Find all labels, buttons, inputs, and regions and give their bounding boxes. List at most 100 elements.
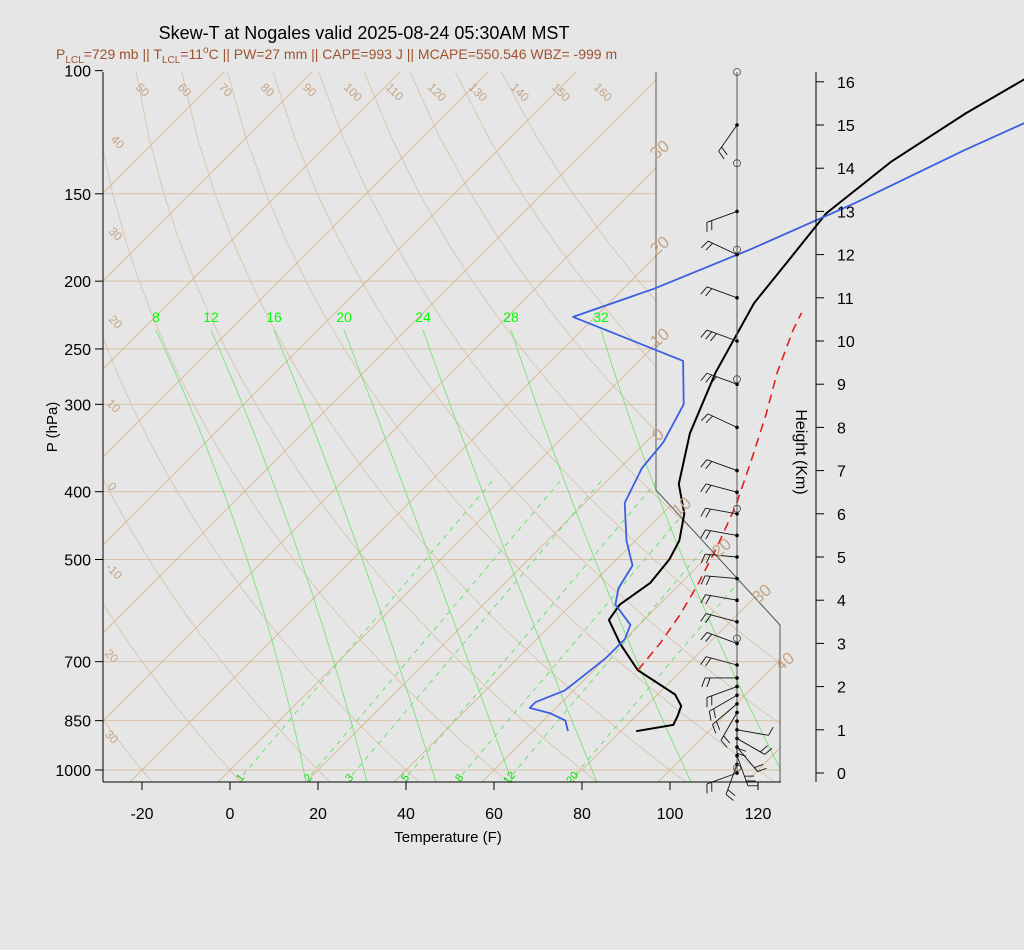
wet-adiabat-lines: 8 12 16 20 24 28 32: [152, 309, 781, 782]
x-tick-label: 60: [485, 806, 503, 823]
wind-barb-flag: [700, 554, 706, 564]
wind-calm-circle: [733, 245, 741, 254]
wind-barb-flag: [720, 739, 728, 748]
wind-barb-flag: [715, 721, 721, 731]
wind-barb-staff: [705, 529, 738, 536]
y-axis-ticks: 100 150 200 250 300 400 500 700 850 1000: [55, 64, 103, 780]
wind-barb-flag: [725, 794, 734, 801]
wind-barb-flag: [705, 633, 713, 642]
dry-adiabat-40: [103, 72, 423, 782]
wind-barb-staff: [720, 712, 738, 741]
wind-barb-staff: [706, 632, 738, 644]
mixing-label: 3: [343, 772, 356, 784]
sounding-profiles: [528, 78, 1024, 733]
wind-calm-circle: [733, 504, 741, 513]
isotherm-180: [1007, 39, 1024, 785]
height-tick-label: 3: [837, 636, 846, 653]
wind-barb-staff: [718, 124, 738, 152]
parcel-profile: [637, 312, 803, 671]
wind-barb-flag: [705, 242, 713, 251]
wind-barb-staff: [736, 746, 758, 772]
height-tick-label: 0: [837, 766, 846, 783]
wind-barb-flag: [721, 146, 728, 156]
height-tick-label: 14: [837, 161, 855, 178]
wind-barb-flag: [768, 726, 774, 736]
wind-barb-flag: [705, 484, 712, 494]
wind-barb-flag: [700, 656, 707, 665]
wind-barb-staff: [705, 553, 738, 558]
wind-barb-flag: [705, 374, 713, 383]
wind-barb-flag: [705, 554, 711, 564]
wind-barb-staff: [736, 729, 769, 736]
isobar-lines: [103, 193, 781, 771]
dry-adiabat-200: [408, 72, 781, 782]
wind-level-dot: [735, 468, 739, 473]
isotherm--100: [103, 72, 522, 782]
mixing-label: 1: [234, 772, 247, 784]
x-tick-label: 120: [745, 806, 772, 823]
dry-adiabat-80: [135, 72, 601, 782]
mixing-label: 8: [453, 772, 466, 784]
wet-adiabat-label: 8: [152, 309, 160, 325]
mixing-label: 5: [399, 772, 412, 784]
wind-barb-flag: [700, 508, 706, 517]
wind-barb-staff: [706, 329, 738, 342]
wind-barb-flag: [700, 286, 708, 295]
wind-barb-flag: [700, 613, 707, 622]
height-tick-label: 13: [837, 204, 855, 221]
wind-barb-staff: [705, 575, 738, 580]
wind-barb-staff: [725, 764, 738, 795]
wind-barb-flag: [710, 333, 717, 342]
wind-barb-flag: [700, 329, 708, 338]
y-tick-label: 850: [64, 714, 91, 731]
dry-adiabat--20: [103, 72, 155, 782]
x-tick-label: 20: [309, 806, 327, 823]
wet-adiabat-12: [210, 329, 368, 782]
wind-barb-flag: [710, 376, 717, 385]
wet-adiabat-28: [510, 329, 692, 782]
chart-title: Skew-T at Nogales valid 2025-08-24 05:30…: [159, 23, 570, 43]
y-tick-label: 250: [64, 342, 91, 359]
isotherm-140: [831, 39, 1024, 785]
wind-barb-staff: [705, 594, 738, 601]
y-tick-label: 1000: [55, 763, 91, 780]
wind-barb-staff: [706, 459, 738, 472]
dry-adiabat-120: [226, 72, 780, 782]
wet-adiabat-label: 32: [593, 309, 609, 325]
isotherm--60: [103, 72, 698, 782]
wet-adiabat-16: [273, 329, 437, 782]
wind-barb-flag: [700, 575, 706, 585]
wind-calm-circle: [733, 764, 741, 772]
wind-barb-staff: [706, 372, 738, 385]
y-tick-label: 100: [64, 64, 91, 81]
isotherm--160: [103, 72, 258, 782]
wet-adiabat-32: [600, 329, 781, 782]
plot-area: [103, 72, 781, 782]
mixing-line-20: [574, 479, 781, 776]
x-tick-label: 100: [657, 806, 684, 823]
isotherm-160: [919, 39, 1024, 785]
wet-adiabat-label: 28: [503, 309, 519, 325]
wind-barb-flag: [700, 529, 706, 539]
wind-barb-staff: [707, 240, 738, 256]
height-tick-label: 4: [837, 593, 846, 610]
wind-barb-flag: [727, 789, 736, 797]
wind-barb-flag: [705, 595, 711, 605]
wind-barb-flag: [736, 752, 747, 757]
y-tick-label: 700: [64, 655, 91, 672]
wind-barb-flag: [705, 530, 711, 540]
wind-barb-flag: [700, 594, 706, 604]
isotherm--80: [103, 72, 610, 782]
x-axis-ticks: -20 0 20 40 60 80 100 120: [130, 782, 771, 823]
wet-adiabat-label: 12: [203, 309, 219, 325]
wind-barb-flag: [754, 763, 764, 769]
height-tick-label: 10: [837, 334, 855, 351]
y-tick-label: 500: [64, 552, 91, 569]
wet-adiabat-8: [155, 329, 307, 782]
wind-barb-flag: [705, 415, 713, 424]
x-tick-label: 0: [226, 806, 235, 823]
isotherm--140: [103, 72, 346, 782]
